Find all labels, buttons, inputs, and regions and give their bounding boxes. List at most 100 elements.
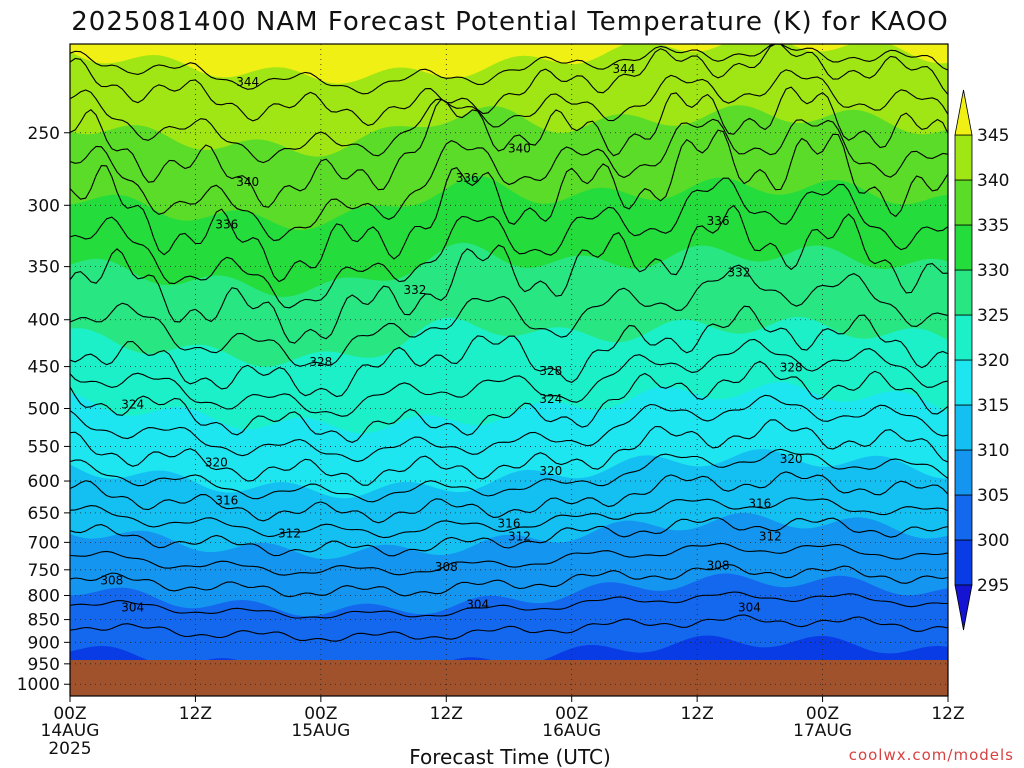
plot-border bbox=[69, 43, 949, 697]
contour-label: 312 bbox=[508, 530, 531, 544]
contour-label: 308 bbox=[100, 573, 123, 587]
contour-label: 324 bbox=[539, 392, 562, 406]
colorbar-seg-320 bbox=[954, 314, 973, 361]
contour-336 bbox=[70, 129, 948, 283]
contour-346 bbox=[70, 44, 948, 95]
contour-label: 312 bbox=[759, 530, 782, 544]
colorbar-label: 320 bbox=[977, 351, 1009, 371]
x-tick-label: 12Z bbox=[430, 704, 463, 724]
contour-344 bbox=[70, 44, 948, 126]
colorbar-label: 325 bbox=[977, 306, 1009, 326]
isentrope-contours bbox=[70, 44, 948, 642]
contour-label: 304 bbox=[738, 601, 761, 615]
x-date-label: 15AUG bbox=[291, 721, 350, 741]
contour-308 bbox=[70, 564, 948, 598]
x-tick-label: 00Z bbox=[53, 704, 86, 724]
colorbar-seg-325 bbox=[954, 269, 973, 316]
colorbar-seg-335 bbox=[954, 179, 973, 226]
x-date-label: 14AUG bbox=[41, 721, 100, 741]
chart-title: 2025081400 NAM Forecast Potential Temper… bbox=[71, 7, 949, 37]
y-tick-label: 1000 bbox=[17, 675, 60, 695]
y-tick-label: 600 bbox=[28, 472, 60, 492]
colorbar-seg-340 bbox=[954, 134, 973, 181]
x-tick-label: 00Z bbox=[304, 704, 337, 724]
y-tick-label: 900 bbox=[28, 633, 60, 653]
x-date-label: 16AUG bbox=[542, 721, 601, 741]
contour-324 bbox=[70, 360, 948, 443]
colorbar-label: 335 bbox=[977, 216, 1009, 236]
contour-310 bbox=[70, 542, 948, 576]
contour-label: 328 bbox=[309, 355, 332, 369]
y-axis: 2503003504004505005506006507007508008509… bbox=[17, 124, 70, 695]
y-tick-label: 750 bbox=[28, 561, 60, 581]
contour-label: 316 bbox=[748, 497, 771, 511]
contour-label: 324 bbox=[121, 398, 144, 412]
contour-334 bbox=[70, 177, 948, 309]
contour-label: 328 bbox=[539, 364, 562, 378]
colorbar-label: 305 bbox=[977, 486, 1009, 506]
x-tick-label: 12Z bbox=[931, 704, 964, 724]
x-year-label: 2025 bbox=[48, 739, 91, 759]
colorbar-arrow-bottom bbox=[954, 584, 973, 631]
y-tick-label: 300 bbox=[28, 196, 60, 216]
contour-label: 308 bbox=[435, 560, 458, 574]
contour-316 bbox=[70, 471, 948, 524]
contour-318 bbox=[70, 448, 948, 503]
colorbar-label: 295 bbox=[977, 576, 1009, 596]
contour-label: 312 bbox=[278, 527, 301, 541]
contour-label: 336 bbox=[215, 218, 238, 232]
colorbar-arrow-top bbox=[954, 89, 973, 136]
y-tick-label: 500 bbox=[28, 400, 60, 420]
contour-label: 320 bbox=[780, 452, 803, 466]
colorbar-seg-300 bbox=[954, 494, 973, 541]
colorbar-label: 315 bbox=[977, 396, 1009, 416]
y-tick-label: 450 bbox=[28, 358, 60, 378]
colorbar-label: 330 bbox=[977, 261, 1009, 281]
contour-label: 336 bbox=[707, 214, 730, 228]
grid-lines bbox=[70, 44, 948, 696]
x-tick-label: 12Z bbox=[179, 704, 212, 724]
y-tick-label: 550 bbox=[28, 437, 60, 457]
contour-label: 332 bbox=[727, 265, 750, 279]
y-tick-label: 250 bbox=[28, 124, 60, 144]
credit-text: coolwx.com/models bbox=[849, 746, 1014, 764]
contour-314 bbox=[70, 497, 948, 539]
contour-338 bbox=[70, 118, 948, 242]
contour-label: 316 bbox=[498, 517, 521, 531]
colorbar-seg-310 bbox=[954, 404, 973, 451]
contour-326 bbox=[70, 338, 948, 417]
contour-330 bbox=[70, 264, 948, 367]
colorbar-label: 345 bbox=[977, 126, 1009, 146]
colorbar-seg-330 bbox=[954, 224, 973, 271]
colorbar-seg-305 bbox=[954, 449, 973, 496]
x-tick-label: 00Z bbox=[555, 704, 588, 724]
contour-328 bbox=[70, 305, 948, 398]
contour-342 bbox=[70, 69, 948, 164]
contour-label: 344 bbox=[236, 75, 259, 89]
contour-label: 328 bbox=[780, 360, 803, 374]
contour-320 bbox=[70, 419, 948, 486]
y-tick-label: 650 bbox=[28, 504, 60, 524]
contour-label: 336 bbox=[456, 171, 479, 185]
y-tick-label: 950 bbox=[28, 655, 60, 675]
contour-label: 304 bbox=[466, 597, 489, 611]
colorbar: 295 300 305 310 315 320 325 330 335 340 345 bbox=[954, 89, 1009, 631]
x-axis-label: Forecast Time (UTC) bbox=[409, 745, 611, 768]
contour-312 bbox=[70, 517, 948, 557]
y-tick-label: 350 bbox=[28, 258, 60, 278]
contour-label: 320 bbox=[539, 464, 562, 478]
contour-label: 344 bbox=[613, 62, 636, 76]
colorbar-label: 310 bbox=[977, 441, 1009, 461]
contour-340 bbox=[70, 86, 948, 208]
contour-304 bbox=[70, 614, 948, 642]
y-tick-label: 800 bbox=[28, 586, 60, 606]
contour-322 bbox=[70, 394, 948, 463]
x-tick-label: 00Z bbox=[806, 704, 839, 724]
contour-332 bbox=[70, 204, 948, 344]
contour-label: 316 bbox=[215, 493, 238, 507]
colorbar-label: 340 bbox=[977, 171, 1009, 191]
